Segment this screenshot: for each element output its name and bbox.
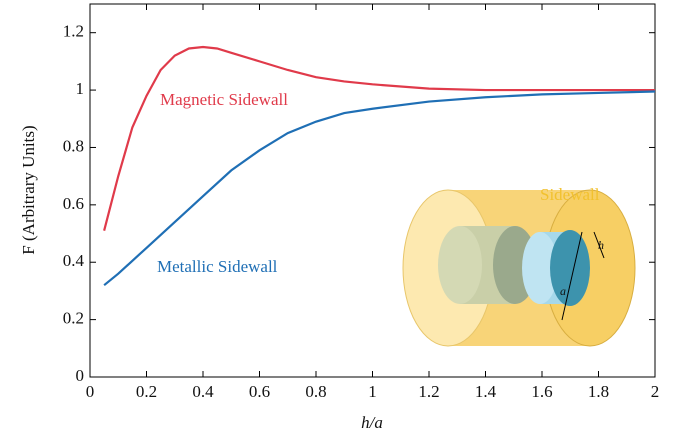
y-tick-label: 0.4 (63, 251, 85, 270)
y-tick-label: 0 (76, 366, 85, 385)
annotation: h (598, 238, 604, 252)
series-label: Metallic Sidewall (157, 257, 278, 276)
data-line (103, 45, 655, 231)
dimension-h (593, 231, 605, 259)
y-tick-label: 0.6 (63, 194, 84, 213)
y-tick-label: 1 (76, 79, 85, 98)
x-tick-label: 1.4 (475, 382, 497, 401)
y-axis-label: F (Arbitrary Units) (19, 125, 38, 254)
annotation: a (560, 284, 566, 298)
x-tick-label: 2 (651, 382, 660, 401)
x-tick-label: 1.8 (588, 382, 609, 401)
y-tick-label: 1.2 (63, 22, 84, 41)
inner-cylinder-end (438, 226, 482, 304)
data-line (103, 90, 656, 287)
core-front (550, 230, 590, 306)
x-tick-label: 0.8 (305, 382, 326, 401)
x-tick-label: 1.2 (418, 382, 439, 401)
x-tick-label: 0.6 (249, 382, 270, 401)
dimension-a (561, 231, 583, 321)
x-tick-label: 0 (86, 382, 95, 401)
x-axis-label: h/a (361, 413, 383, 432)
core-cylinder-end (522, 232, 558, 304)
x-tick-label: 1 (368, 382, 377, 401)
annotation: Sidewall (540, 185, 600, 204)
inset-diagram: Sidewall h a (402, 185, 636, 347)
y-tick-label: 0.2 (63, 309, 84, 328)
y-tick-label: 0.8 (63, 136, 84, 155)
x-tick-label: 0.4 (192, 382, 214, 401)
series-label: Magnetic Sidewall (160, 90, 288, 109)
x-tick-label: 1.6 (531, 382, 552, 401)
x-tick-label: 0.2 (136, 382, 157, 401)
